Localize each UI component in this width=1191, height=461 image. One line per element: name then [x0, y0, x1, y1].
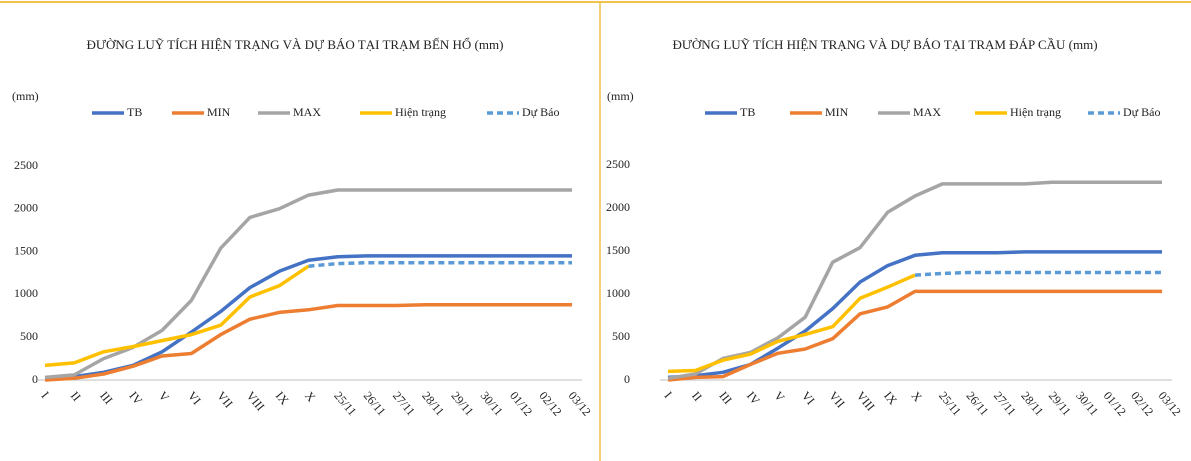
y-tick-label: 1500 — [14, 243, 38, 257]
y-tick-label: 1500 — [606, 243, 630, 257]
legend-label: MAX — [293, 105, 321, 119]
series-line — [667, 273, 916, 374]
series-line — [667, 289, 1162, 382]
y-tick-label: 0 — [32, 372, 38, 386]
y-tick-label: 500 — [612, 329, 630, 343]
legend-label: Hiện trạng — [395, 105, 446, 119]
chart-title: ĐƯỜNG LUỸ TÍCH HIỆN TRẠNG VÀ DỰ BÁO TẠI … — [87, 37, 504, 52]
y-tick-label: 1000 — [14, 286, 38, 300]
y-tick-label: 2500 — [14, 158, 38, 172]
chart-title: ĐƯỜNG LUỸ TÍCH HIỆN TRẠNG VÀ DỰ BÁO TẠI … — [672, 37, 1097, 52]
series-line — [914, 270, 1162, 277]
y-axis-label: (mm) — [12, 89, 39, 103]
y-tick-label: 0 — [624, 372, 630, 386]
legend-label: MIN — [825, 105, 849, 119]
series-line — [44, 264, 310, 368]
y-axis-label: (mm) — [607, 89, 634, 103]
y-tick-label: 1000 — [606, 286, 630, 300]
y-tick-label: 2000 — [14, 201, 38, 215]
legend-label: TB — [740, 105, 755, 119]
y-tick-label: 2000 — [606, 200, 630, 214]
series-line — [44, 302, 572, 382]
y-tick-label: 500 — [20, 329, 38, 343]
legend-label: Dự Báo — [1123, 105, 1161, 119]
legend-label: Dự Báo — [522, 105, 560, 119]
legend-label: Hiện trạng — [1010, 105, 1061, 119]
legend-label: MAX — [913, 105, 941, 119]
y-tick-label: 2500 — [606, 157, 630, 171]
series-line — [308, 260, 572, 268]
legend-label: TB — [127, 105, 142, 119]
legend-label: MIN — [207, 105, 231, 119]
